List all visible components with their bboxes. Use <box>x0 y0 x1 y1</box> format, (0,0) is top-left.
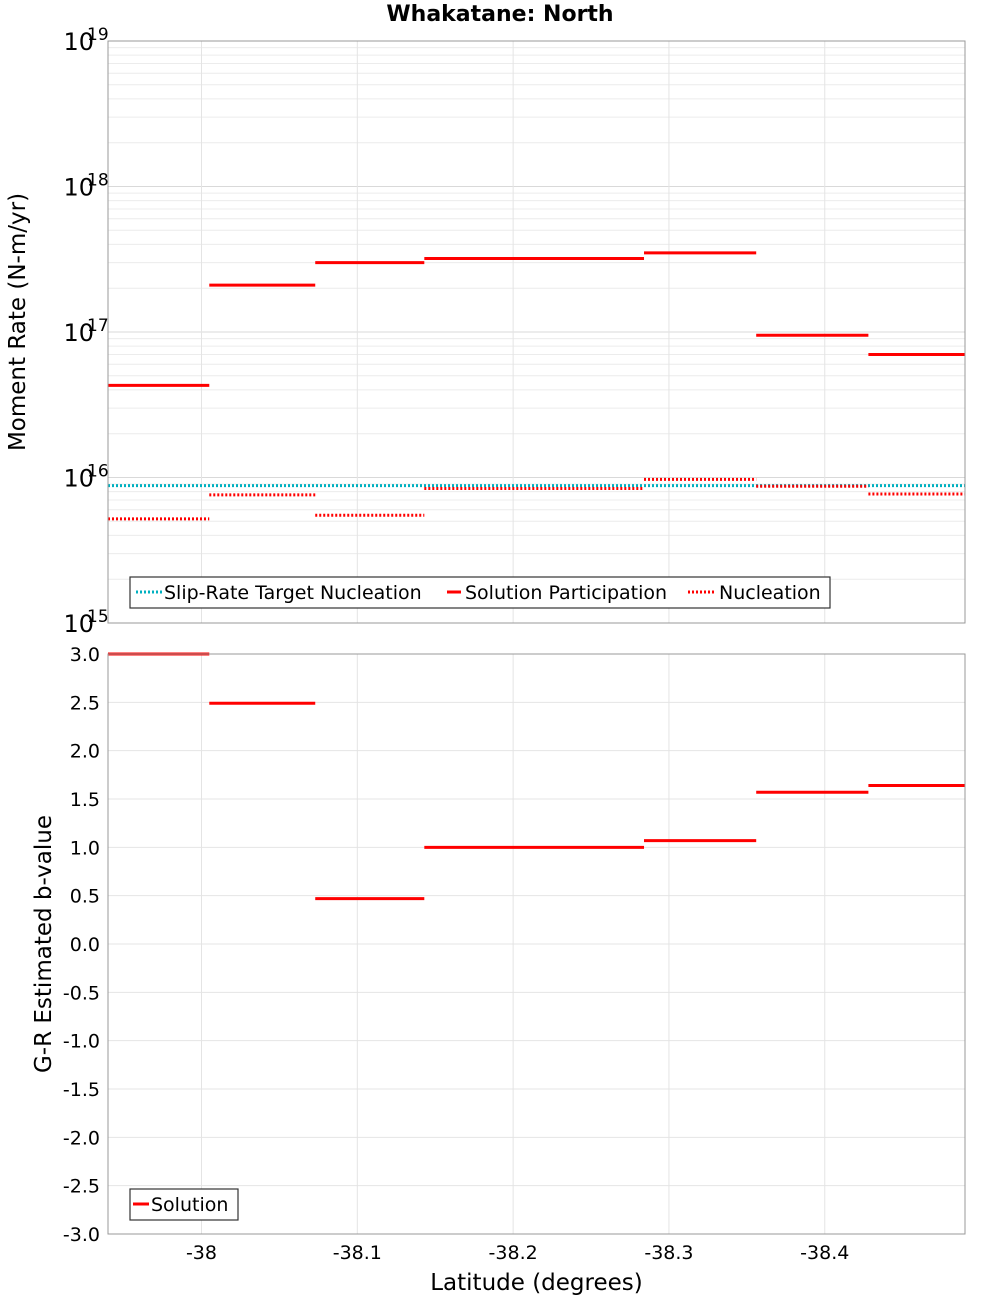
legend: Slip-Rate Target Nucleation Solution Part… <box>129 576 831 609</box>
y-tick-label: 0.5 <box>70 886 100 908</box>
y-tick-label: 10 <box>63 174 94 202</box>
legend-label: Slip-Rate Target Nucleation <box>164 582 422 604</box>
y-tick-label: -1.0 <box>63 1031 100 1053</box>
y-tick-label: 10 <box>63 28 94 56</box>
y-tick-exponent: 19 <box>87 25 109 45</box>
chart-title: Whakatane: North <box>386 2 614 27</box>
legend-label: Solution Participation <box>465 582 667 604</box>
legend-label: Solution <box>151 1194 228 1216</box>
y-tick-label: -1.5 <box>63 1079 100 1101</box>
y-tick-label: 2.5 <box>70 692 100 714</box>
y-tick-label: 10 <box>63 610 94 638</box>
y-tick-label: 2.0 <box>70 741 100 763</box>
y-tick-label: -3.0 <box>63 1224 100 1246</box>
x-tick-label: -38.2 <box>489 1242 538 1264</box>
y-tick-label: 10 <box>63 465 94 493</box>
x-tick-label: -38.4 <box>800 1242 849 1264</box>
x-tick-label: -38.3 <box>644 1242 693 1264</box>
y-tick-exponent: 16 <box>87 462 109 482</box>
legend: Solution <box>129 1188 239 1221</box>
y-tick-label: 1.5 <box>70 789 100 811</box>
y-axis-label: G-R Estimated b-value <box>31 815 57 1073</box>
y-tick-exponent: 18 <box>87 171 109 191</box>
x-tick-label: -38.1 <box>333 1242 382 1264</box>
y-tick-label: 10 <box>63 319 94 347</box>
y-tick-label: 0.0 <box>70 934 100 956</box>
plot-frame <box>107 653 966 1235</box>
plot-frame <box>107 40 966 624</box>
b-value-panel: -3.0 -2.5 -2.0 -1.5 -1.0 -0.5 0.0 0.5 1.0 1.5 2.0 2… <box>31 644 966 1246</box>
y-tick-label: -2.0 <box>63 1127 100 1149</box>
y-tick-exponent: 17 <box>87 316 109 336</box>
y-tick-label: -2.5 <box>63 1176 100 1198</box>
y-tick-label: -0.5 <box>63 982 100 1004</box>
x-tick-label: -38 <box>186 1242 217 1264</box>
y-tick-label: 1.0 <box>70 837 100 859</box>
y-tick-exponent: 15 <box>87 607 109 627</box>
legend-label: Nucleation <box>719 582 821 604</box>
y-axis-label: Moment Rate (N-m/yr) <box>5 193 31 451</box>
y-tick-label: 3.0 <box>70 644 100 666</box>
x-axis: -38 -38.1 -38.2 -38.3 -38.4 Latitude (degrees… <box>186 1242 849 1296</box>
x-axis-label: Latitude (degrees) <box>430 1270 643 1296</box>
